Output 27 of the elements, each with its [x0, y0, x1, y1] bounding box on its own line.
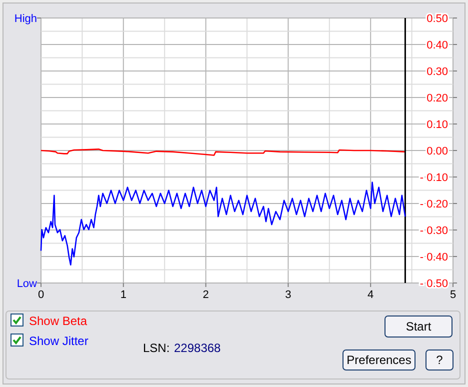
- x-tick-label: 5: [450, 289, 456, 301]
- y-tick-label: - 0.30: [420, 224, 448, 237]
- text: LSN:: [143, 341, 170, 355]
- text: Low: [16, 278, 38, 290]
- x-tick-label: 4: [368, 289, 374, 301]
- y-tick-label: 0.20: [426, 92, 448, 104]
- y-tick-label: 0.10: [426, 118, 448, 131]
- text: Show Beta: [29, 314, 88, 328]
- x-tick-label: 1: [120, 289, 126, 301]
- text: 2298368: [174, 341, 222, 355]
- x-tick-label: 2: [202, 289, 209, 301]
- y-tick-label: - 0.40: [420, 251, 448, 264]
- text: High: [14, 12, 37, 25]
- y-tick-label: 0.40: [426, 39, 448, 52]
- text: ?: [436, 353, 444, 368]
- text: Start: [406, 320, 432, 334]
- x-tick-label: 3: [285, 289, 292, 301]
- y-tick-label: 0.50: [426, 12, 448, 25]
- y-tick-label: - 0.10: [420, 172, 448, 184]
- x-tick-label: 0: [38, 289, 44, 301]
- line-series: [40, 148, 406, 156]
- y-tick-label: - 0.50: [420, 278, 448, 290]
- text: Show Jitter: [29, 334, 88, 348]
- y-tick-label: 0.00: [426, 145, 448, 158]
- text: Preferences: [346, 353, 412, 368]
- y-tick-label: - 0.20: [420, 198, 448, 210]
- y-tick-label: 0.30: [426, 66, 448, 78]
